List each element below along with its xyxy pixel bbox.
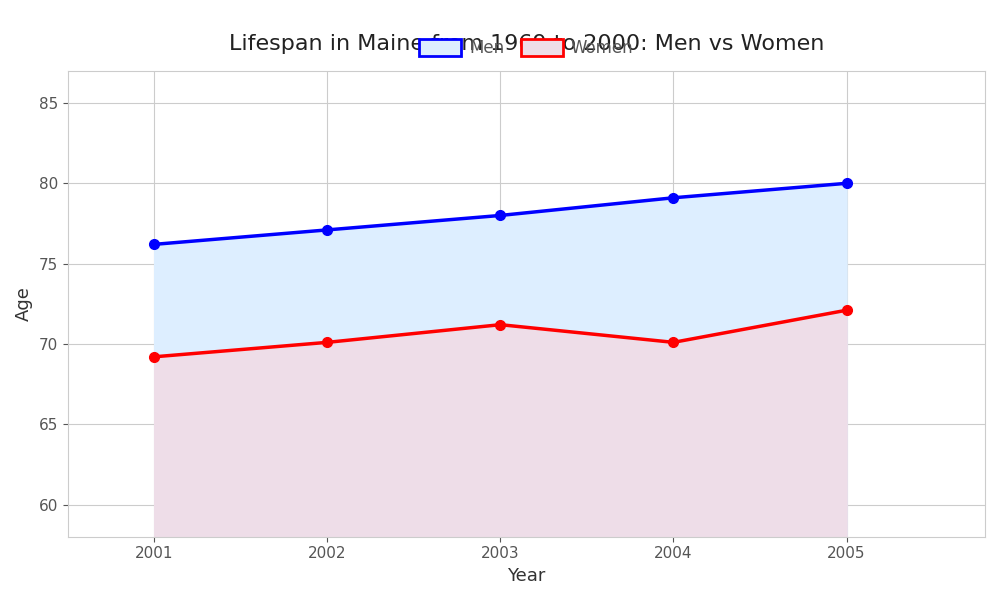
Title: Lifespan in Maine from 1969 to 2000: Men vs Women: Lifespan in Maine from 1969 to 2000: Men… [229,34,824,54]
X-axis label: Year: Year [507,567,546,585]
Y-axis label: Age: Age [15,286,33,321]
Legend: Men, Women: Men, Women [412,32,640,64]
